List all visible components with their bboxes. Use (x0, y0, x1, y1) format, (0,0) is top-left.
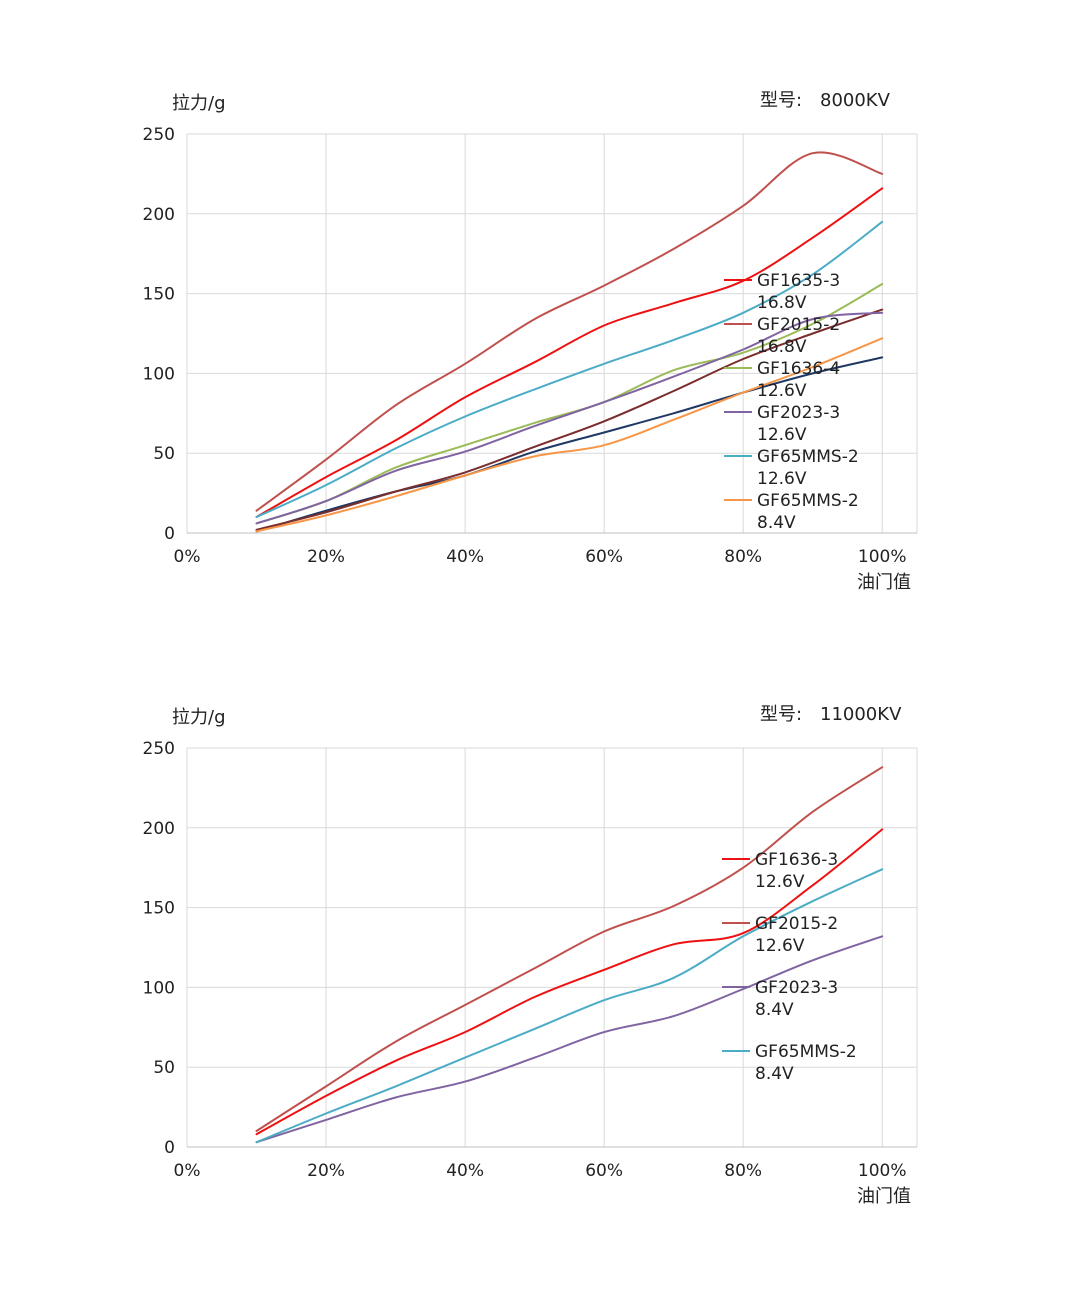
chart-1: 0 50 100 150 200 250 0% 20% 40% 60% 80% 100% 拉力/g 油门值… (143, 90, 918, 593)
x-tick-label: 20% (307, 547, 345, 567)
model-value: 11000KV (820, 704, 902, 725)
y-tick-label: 250 (143, 125, 175, 145)
legend-label: GF65MMS-2 (757, 491, 859, 511)
series-line (255, 868, 884, 1144)
legend-label: GF1636-3 (755, 850, 838, 870)
x-tick-label: 0% (174, 547, 201, 567)
legend-label: GF1635-3 (757, 271, 840, 291)
legend-label: GF65MMS-2 (755, 1042, 857, 1062)
chart-2: 0 50 100 150 200 250 0% 20% 40% 60% 80% 100% 拉力/g 油门值… (143, 704, 918, 1207)
x-tick-label: 80% (724, 1161, 762, 1181)
x-axis-title: 油门值 (857, 1186, 911, 1207)
y-tick-label: 0 (164, 524, 175, 544)
x-tick-label: 60% (585, 547, 623, 567)
legend-sublabel: 12.6V (755, 936, 805, 956)
legend-sublabel: 12.6V (755, 872, 805, 892)
series-line (255, 935, 884, 1144)
legend-label: GF2023-3 (757, 403, 840, 423)
series-line (255, 220, 884, 518)
legend-label: GF2015-2 (757, 315, 840, 335)
y-tick-label: 200 (143, 819, 175, 839)
legend-sublabel: 16.8V (757, 293, 807, 313)
series-line-unlabeled (255, 308, 884, 531)
x-tick-label: 100% (858, 547, 907, 567)
legend-label: GF65MMS-2 (757, 447, 859, 467)
y-axis-title: 拉力/g (172, 707, 226, 728)
series-line (255, 187, 884, 518)
x-tick-label: 100% (858, 1161, 907, 1181)
y-tick-label: 100 (143, 978, 175, 998)
series-line (255, 311, 884, 525)
y-tick-label: 250 (143, 739, 175, 759)
legend-sublabel: 12.6V (757, 381, 807, 401)
x-axis-title: 油门值 (857, 572, 911, 593)
y-tick-label: 0 (164, 1138, 175, 1158)
legend-sublabel: 12.6V (757, 469, 807, 489)
grid (186, 747, 918, 1148)
y-tick-label: 50 (153, 444, 175, 464)
y-tick-label: 100 (143, 364, 175, 384)
series-line (255, 151, 884, 512)
y-tick-label: 150 (143, 285, 175, 305)
x-tick-label: 60% (585, 1161, 623, 1181)
grid (186, 133, 918, 534)
y-tick-label: 150 (143, 899, 175, 919)
model-label: 型号: (760, 704, 802, 725)
series-line (255, 766, 884, 1132)
model-label: 型号: (760, 90, 802, 111)
x-tick-label: 40% (446, 547, 484, 567)
legend-sublabel: 8.4V (757, 513, 796, 533)
legend-label: GF2015-2 (755, 914, 838, 934)
series-line (255, 828, 884, 1136)
y-axis-title: 拉力/g (172, 93, 226, 114)
model-value: 8000KV (820, 90, 891, 111)
x-tick-label: 40% (446, 1161, 484, 1181)
legend-sublabel: 8.4V (755, 1000, 794, 1020)
legend-label: GF1636-4 (757, 359, 840, 379)
legend: GF1636-312.6VGF2015-212.6VGF2023-38.4VGF… (722, 850, 857, 1084)
legend-sublabel: 8.4V (755, 1064, 794, 1084)
legend: GF1635-316.8VGF2015-216.8VGF1636-412.6VG… (724, 271, 859, 533)
series-line (255, 337, 884, 533)
legend-sublabel: 16.8V (757, 337, 807, 357)
legend-sublabel: 12.6V (757, 425, 807, 445)
x-tick-label: 80% (724, 547, 762, 567)
y-tick-label: 50 (153, 1058, 175, 1078)
x-tick-label: 0% (174, 1161, 201, 1181)
series-line-unlabeled (255, 356, 884, 533)
legend-label: GF2023-3 (755, 978, 838, 998)
x-tick-label: 20% (307, 1161, 345, 1181)
y-tick-label: 200 (143, 205, 175, 225)
